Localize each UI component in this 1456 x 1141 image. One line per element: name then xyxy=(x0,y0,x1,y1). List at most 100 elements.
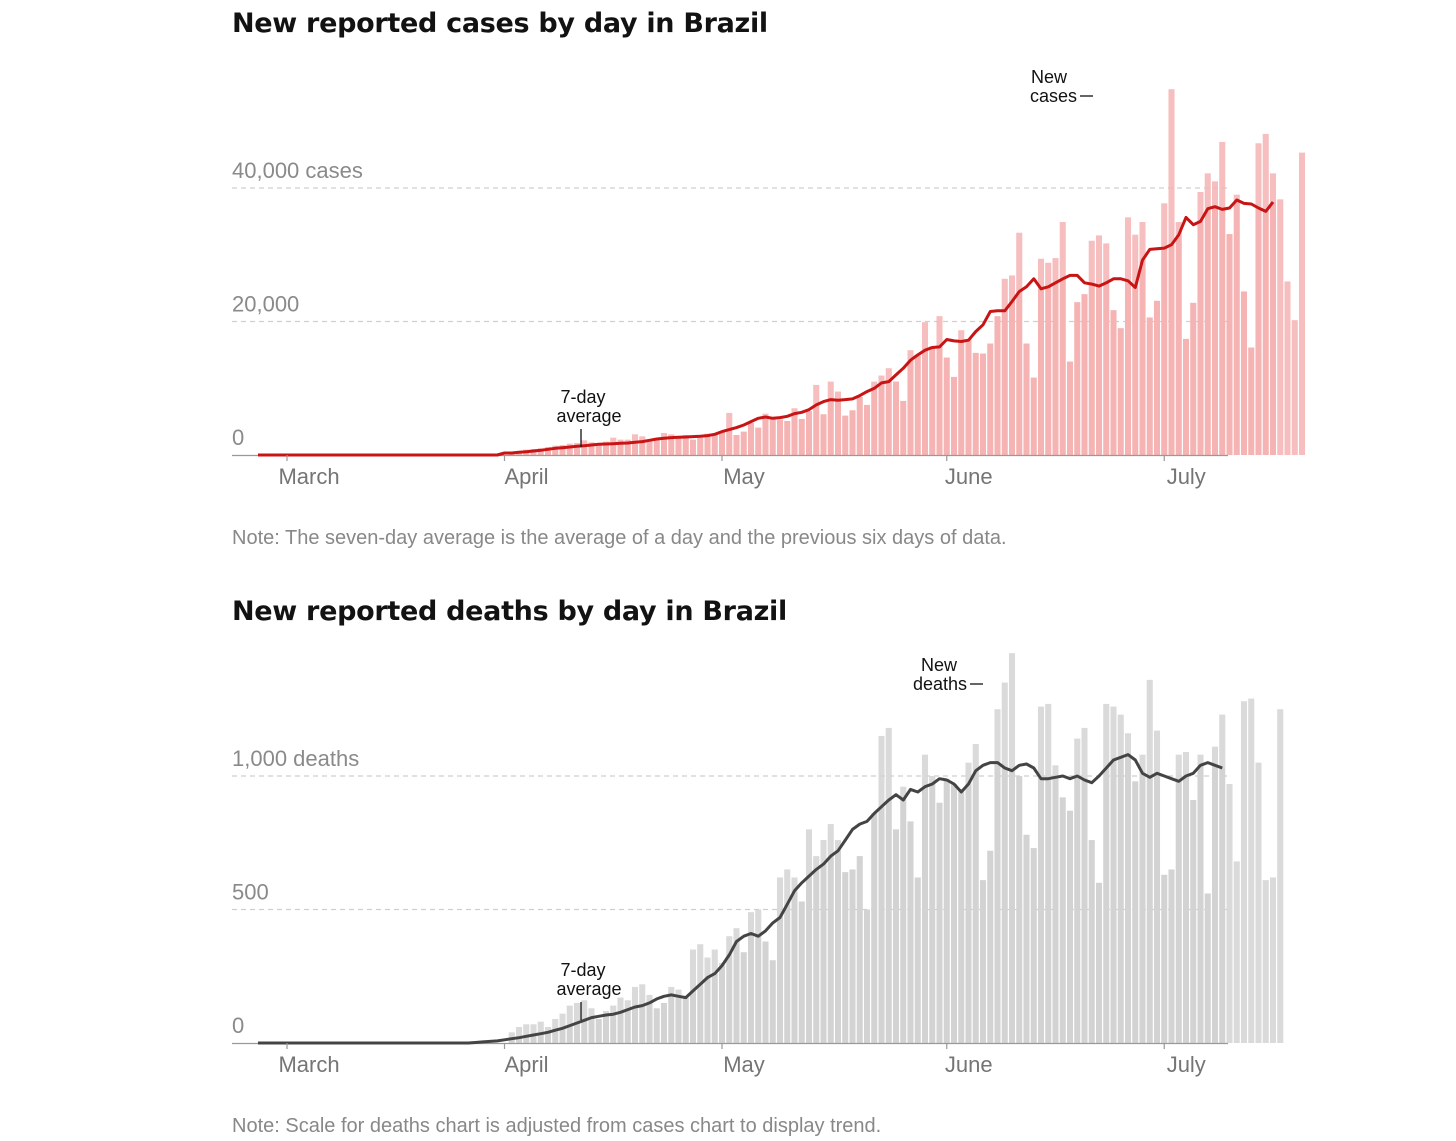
bar xyxy=(1168,869,1175,1043)
bar-above-average xyxy=(1052,258,1059,283)
bar-above-average xyxy=(1103,243,1110,283)
bar-above-average xyxy=(660,432,668,439)
bar xyxy=(820,864,827,1043)
bar xyxy=(718,432,726,455)
bar-above-average xyxy=(1211,746,1219,766)
bar xyxy=(631,1006,639,1043)
bar-above-average xyxy=(834,391,842,401)
bar xyxy=(1008,301,1016,455)
bar-above-average xyxy=(726,936,733,955)
bar xyxy=(1153,773,1161,1043)
bar-above-average xyxy=(1240,701,1248,1043)
bar xyxy=(740,431,747,455)
bar xyxy=(726,429,733,455)
bar-above-average xyxy=(958,330,965,342)
bar-above-average xyxy=(573,442,581,447)
bar xyxy=(595,444,602,455)
bar xyxy=(907,821,914,1043)
bar xyxy=(1008,770,1016,1043)
bar xyxy=(523,1036,530,1043)
bar xyxy=(994,762,1001,1043)
bar-above-average xyxy=(1008,653,1016,771)
bar xyxy=(559,1028,566,1043)
bar xyxy=(747,933,755,1043)
bars-annotation-line1: New xyxy=(1031,67,1068,87)
bar-above-average xyxy=(1146,679,1153,778)
bar xyxy=(892,381,900,455)
bar xyxy=(682,436,689,455)
x-tick-label: March xyxy=(278,1052,339,1077)
x-tick-label: July xyxy=(1167,464,1206,489)
bar xyxy=(1037,288,1045,455)
bar-above-average xyxy=(726,412,733,430)
bar xyxy=(1088,840,1095,1043)
bar xyxy=(972,770,979,1043)
bar xyxy=(1016,291,1023,455)
bar xyxy=(762,416,769,455)
bar-above-average xyxy=(907,350,914,361)
bar-above-average xyxy=(878,735,885,807)
bar xyxy=(1219,209,1226,455)
bar-above-average xyxy=(1124,217,1132,281)
bar-above-average xyxy=(1139,222,1146,261)
x-tick-label: March xyxy=(278,464,339,489)
bar xyxy=(798,418,805,455)
bar xyxy=(1161,248,1168,455)
bar-above-average xyxy=(921,322,929,351)
bar xyxy=(929,784,936,1043)
bar xyxy=(885,800,892,1043)
x-tick-label: May xyxy=(723,464,765,489)
bar xyxy=(776,917,784,1043)
bar xyxy=(631,442,639,455)
bar xyxy=(1124,754,1132,1043)
average-annotation-line1: 7-day xyxy=(560,387,605,407)
bar xyxy=(863,909,871,1043)
bar-above-average xyxy=(1008,275,1016,302)
y-tick-label: 0 xyxy=(232,425,244,450)
bar xyxy=(639,441,646,455)
bar-above-average xyxy=(1110,706,1117,760)
bar xyxy=(1030,848,1037,1043)
bar xyxy=(653,1008,660,1043)
bar-above-average xyxy=(1298,152,1306,455)
bar xyxy=(921,350,929,455)
bar-above-average xyxy=(1059,222,1066,279)
bar xyxy=(566,1025,573,1043)
bar xyxy=(566,446,573,455)
bar xyxy=(856,396,863,455)
bar xyxy=(1168,244,1175,455)
bar-above-average xyxy=(610,437,617,444)
bar xyxy=(573,446,581,455)
bar xyxy=(1211,765,1219,1043)
bar xyxy=(1269,202,1277,455)
bar xyxy=(943,357,950,455)
bar xyxy=(769,418,776,455)
bar-above-average xyxy=(1291,320,1298,455)
bar-above-average xyxy=(689,949,697,991)
bar xyxy=(1001,310,1008,455)
bar xyxy=(718,965,726,1043)
bar xyxy=(820,414,827,455)
bar xyxy=(726,954,733,1043)
bar xyxy=(914,355,921,455)
bar xyxy=(762,941,769,1043)
bar-above-average xyxy=(1045,703,1052,779)
bar-above-average xyxy=(639,984,646,1006)
bar xyxy=(842,415,849,455)
bar xyxy=(1182,338,1190,455)
bar-above-average xyxy=(1153,730,1161,774)
bar xyxy=(639,1005,646,1043)
deaths-chart-panel: New reported deaths by day in Brazil 0 50… xyxy=(0,588,1456,1141)
bar xyxy=(1074,302,1081,455)
bar-above-average xyxy=(1269,877,1277,1043)
bar-above-average xyxy=(755,909,762,937)
bar xyxy=(544,449,552,455)
bar xyxy=(1161,874,1168,1043)
deaths-chart-title: New reported deaths by day in Brazil xyxy=(232,596,787,627)
bar xyxy=(610,443,617,455)
bar xyxy=(653,438,660,455)
bar-above-average xyxy=(1081,727,1088,781)
bar xyxy=(1117,328,1124,455)
bar-above-average xyxy=(1219,714,1226,768)
bar-above-average xyxy=(1219,141,1226,210)
